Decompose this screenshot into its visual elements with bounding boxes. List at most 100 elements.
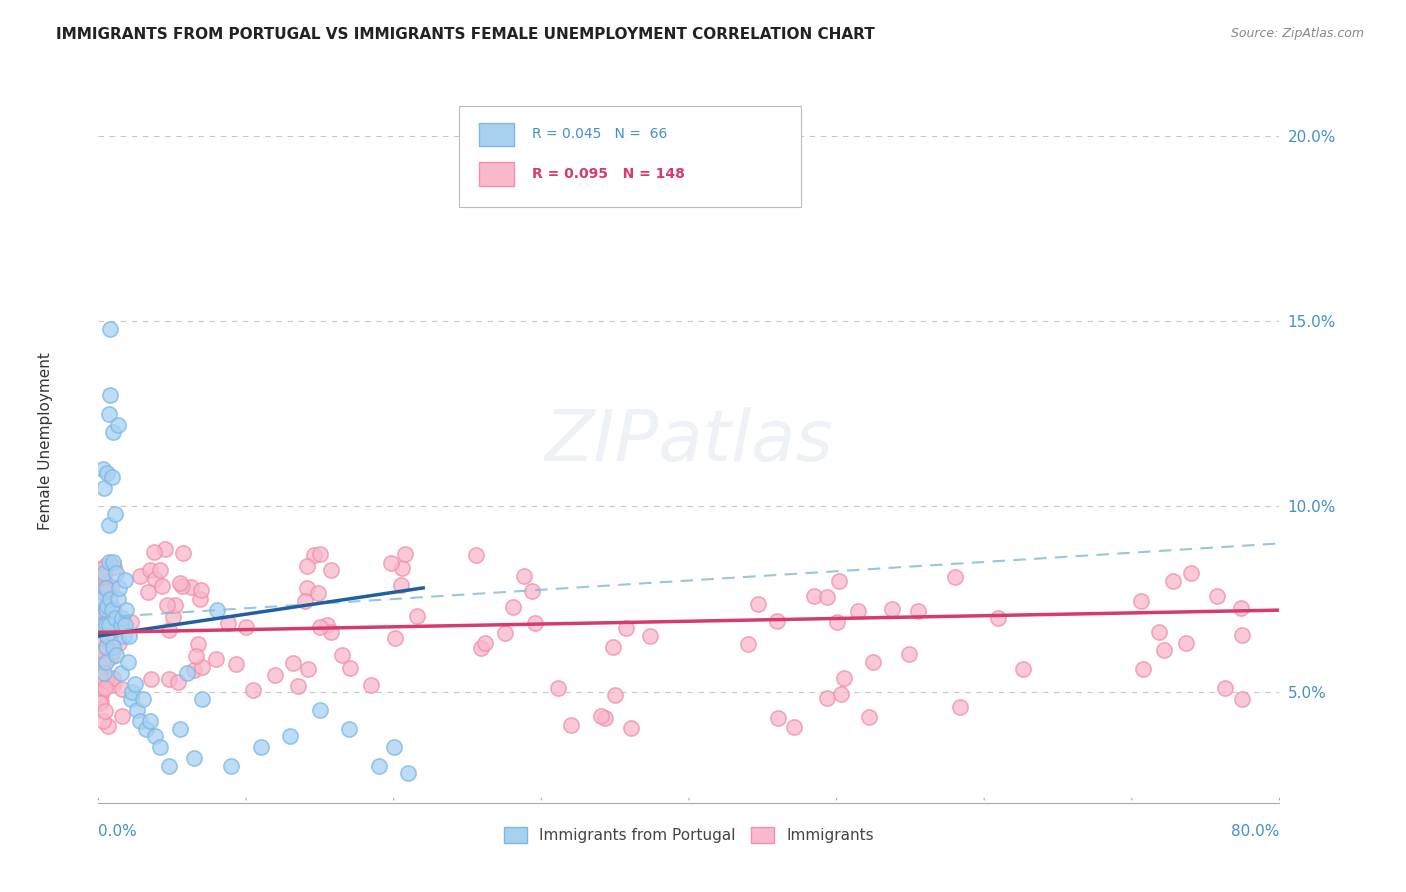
Point	[603, 688, 626, 702]
Point	[1175, 636, 1198, 650]
Point	[882, 602, 904, 616]
Point	[1130, 593, 1153, 607]
Point	[89, 696, 111, 710]
Point	[398, 766, 420, 780]
Point	[297, 662, 319, 676]
Point	[560, 718, 582, 732]
Point	[191, 692, 214, 706]
Point	[897, 647, 920, 661]
Point	[205, 603, 228, 617]
Text: 0.0%: 0.0%	[98, 824, 138, 839]
Point	[264, 667, 287, 681]
Point	[309, 547, 332, 561]
Point	[100, 469, 122, 483]
Point	[114, 574, 136, 588]
Point	[474, 636, 496, 650]
Point	[149, 563, 172, 577]
Point	[94, 640, 117, 655]
Point	[280, 729, 302, 743]
Bar	[478, 122, 515, 146]
Point	[302, 549, 325, 563]
Point	[858, 710, 880, 724]
Point	[128, 714, 150, 729]
Point	[139, 563, 162, 577]
Point	[319, 625, 342, 640]
Point	[103, 555, 125, 569]
Bar	[478, 162, 515, 186]
Point	[103, 560, 125, 574]
Point	[156, 598, 179, 612]
Point	[157, 624, 180, 638]
Point	[104, 610, 127, 624]
Point	[391, 560, 413, 574]
Point	[101, 678, 124, 692]
Text: Source: ZipAtlas.com: Source: ZipAtlas.com	[1230, 27, 1364, 40]
Point	[93, 680, 115, 694]
Point	[825, 615, 848, 629]
Point	[94, 673, 117, 687]
Text: ZIPatlas: ZIPatlas	[544, 407, 834, 476]
Point	[94, 581, 117, 595]
Point	[100, 582, 122, 596]
Point	[1213, 681, 1236, 696]
Point	[91, 714, 114, 728]
Point	[360, 678, 382, 692]
Point	[190, 583, 212, 598]
Point	[94, 603, 117, 617]
Point	[139, 714, 162, 729]
Point	[1153, 643, 1175, 657]
Point	[747, 597, 769, 611]
Point	[524, 616, 547, 631]
Point	[121, 684, 143, 698]
Point	[120, 615, 142, 629]
Point	[737, 637, 759, 651]
Point	[803, 589, 825, 603]
Point	[128, 569, 150, 583]
Point	[108, 581, 131, 595]
Point	[830, 687, 852, 701]
Text: IMMIGRANTS FROM PORTUGAL VS IMMIGRANTS FEMALE UNEMPLOYMENT CORRELATION CHART: IMMIGRANTS FROM PORTUGAL VS IMMIGRANTS F…	[56, 27, 875, 42]
Point	[157, 758, 180, 772]
Point	[90, 592, 112, 607]
Point	[110, 666, 132, 681]
Point	[294, 594, 316, 608]
Point	[89, 688, 111, 702]
Point	[766, 614, 789, 628]
Point	[384, 631, 406, 645]
Point	[281, 657, 304, 671]
Point	[242, 682, 264, 697]
Text: Female Unemployment: Female Unemployment	[38, 352, 53, 531]
Point	[848, 604, 870, 618]
Point	[815, 590, 838, 604]
Point	[93, 481, 115, 495]
Point	[103, 615, 125, 630]
Point	[90, 695, 112, 709]
Point	[89, 619, 111, 633]
Point	[94, 618, 117, 632]
Point	[153, 541, 176, 556]
Point	[94, 630, 117, 644]
Point	[250, 740, 273, 755]
Point	[93, 580, 115, 594]
Point	[132, 692, 155, 706]
Point	[150, 579, 173, 593]
Point	[827, 574, 849, 588]
Point	[287, 679, 309, 693]
Point	[520, 584, 543, 599]
Point	[120, 692, 142, 706]
Point	[90, 583, 112, 598]
Point	[103, 602, 125, 616]
Point	[187, 637, 209, 651]
Point	[183, 751, 205, 765]
Point	[949, 699, 972, 714]
Point	[89, 575, 111, 590]
Point	[1147, 624, 1170, 639]
Point	[295, 559, 318, 574]
Point	[547, 681, 569, 696]
Point	[602, 640, 624, 655]
Point	[1132, 662, 1154, 676]
Point	[307, 585, 329, 599]
Point	[638, 629, 661, 643]
Point	[217, 615, 239, 630]
Point	[94, 655, 117, 669]
